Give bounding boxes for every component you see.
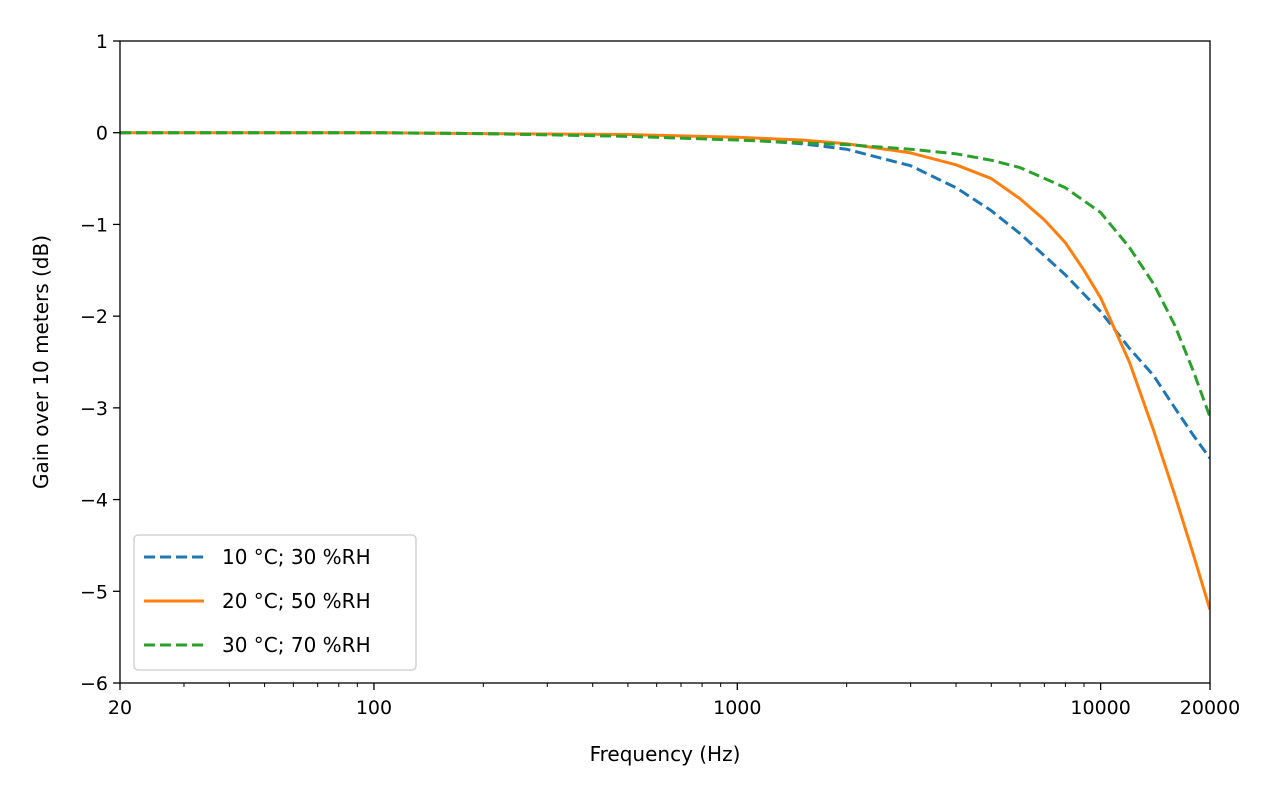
x-axis-label: Frequency (Hz) — [590, 742, 741, 766]
y-tick-label: −5 — [80, 581, 108, 603]
y-tick-label: 0 — [96, 123, 108, 145]
legend-box — [133, 534, 417, 671]
plot-frame — [119, 40, 1211, 684]
series-line-2 — [120, 131, 1210, 611]
x-tick-label: 10000 — [1070, 697, 1130, 719]
y-tick-label: −4 — [80, 490, 108, 512]
plot-area — [119, 40, 1211, 684]
y-axis-label: Gain over 10 meters (dB) — [29, 235, 53, 489]
legend-label-3: 30 °C; 70 %RH — [222, 633, 371, 657]
series-line-3 — [120, 131, 1210, 418]
y-tick-label: −6 — [80, 673, 108, 695]
x-axis: 20 100 1000 10000 20000 — [108, 683, 1240, 719]
x-tick-label: 20 — [108, 697, 132, 719]
legend-label-1: 10 °C; 30 %RH — [222, 545, 371, 569]
x-tick-label: 100 — [356, 697, 392, 719]
y-tick-label: −3 — [80, 398, 108, 420]
x-tick-label: 20000 — [1180, 697, 1240, 719]
legend-label-2: 20 °C; 50 %RH — [222, 589, 371, 613]
y-tick-label: 1 — [96, 31, 108, 53]
series-layer — [120, 131, 1210, 611]
y-tick-label: −1 — [80, 214, 108, 236]
x-tick-label: 1000 — [713, 697, 761, 719]
y-axis: 1 0 −1 −2 −3 −4 −5 −6 — [80, 31, 120, 695]
legend: 10 °C; 30 %RH 20 °C; 50 %RH 30 °C; 70 %RH — [133, 534, 417, 671]
y-tick-label: −2 — [80, 306, 108, 328]
